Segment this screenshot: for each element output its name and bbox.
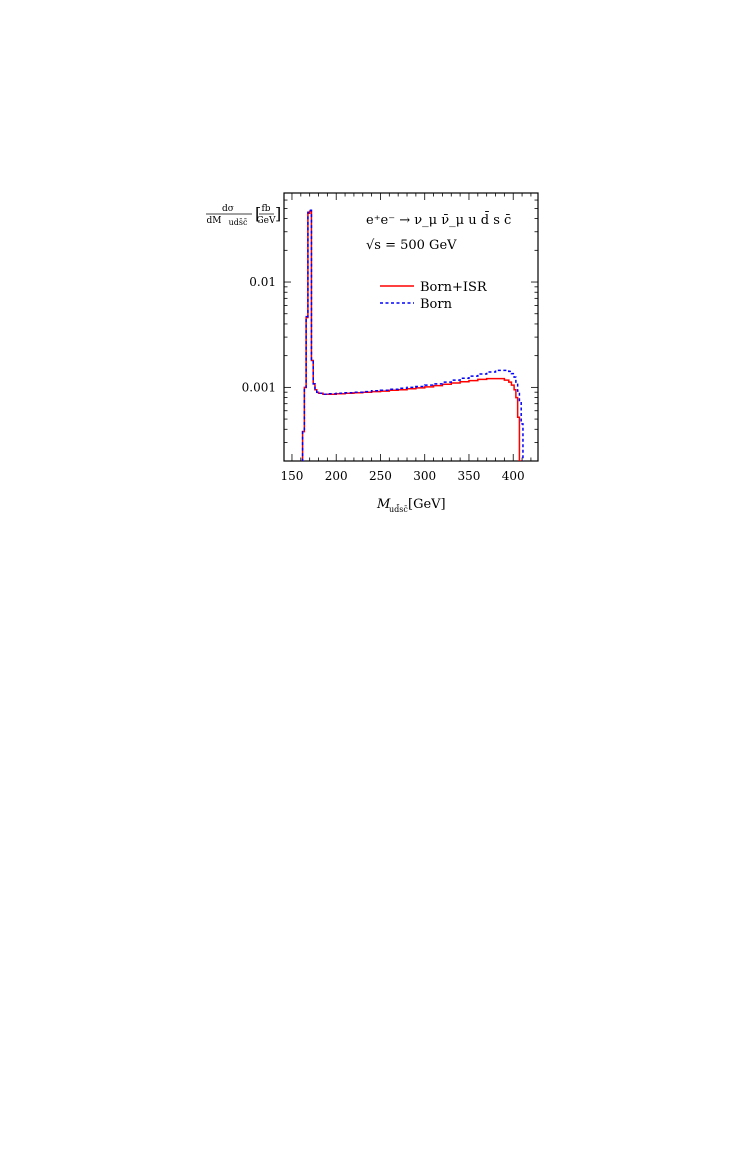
y-tick-label: 0.01: [249, 275, 276, 289]
svg-text:[GeV]: [GeV]: [408, 497, 446, 512]
x-axis-label: M ud̄sc̄ [GeV]: [376, 497, 446, 514]
svg-text:uds̄c̄: uds̄c̄: [229, 218, 248, 227]
legend-label-born-isr: Born+ISR: [420, 280, 488, 295]
y-tick-label: 0.001: [242, 380, 276, 394]
bracket-left: [: [255, 204, 261, 223]
legend-label-born: Born: [420, 297, 453, 312]
y-axis-label: dσ dM uds̄c̄ [ fb GeV ]: [206, 204, 281, 227]
x-tick-label: 400: [502, 469, 525, 483]
x-tick-label: 250: [369, 469, 392, 483]
svg-text:M: M: [376, 497, 391, 512]
x-tick-label: 300: [413, 469, 436, 483]
axis-ticks: [284, 192, 538, 462]
x-tick-labels: 150 200 250 300 350 400: [281, 469, 525, 483]
svg-text:GeV: GeV: [256, 216, 276, 226]
plot-frame: [283, 192, 539, 462]
series-layer: [300, 209, 524, 461]
x-tick-label: 150: [281, 469, 304, 483]
svg-text:fb: fb: [261, 204, 270, 214]
energy-label: √s = 500 GeV: [366, 238, 457, 253]
y-tick-labels: 0.001 0.01: [242, 275, 276, 394]
bracket-right: ]: [275, 204, 281, 223]
process-label: e⁺e⁻ → ν_μ ν̄_μ u d̄ s c̄: [366, 211, 511, 228]
svg-text:dσ: dσ: [222, 204, 234, 214]
series-line-born: [300, 209, 524, 461]
svg-text:ud̄sc̄: ud̄sc̄: [389, 504, 408, 514]
svg-text:dM: dM: [207, 216, 222, 226]
legend: Born+ISR Born: [380, 280, 488, 312]
series-line-born-isr: [300, 210, 522, 461]
x-tick-label: 200: [325, 469, 348, 483]
x-tick-label: 350: [458, 469, 481, 483]
